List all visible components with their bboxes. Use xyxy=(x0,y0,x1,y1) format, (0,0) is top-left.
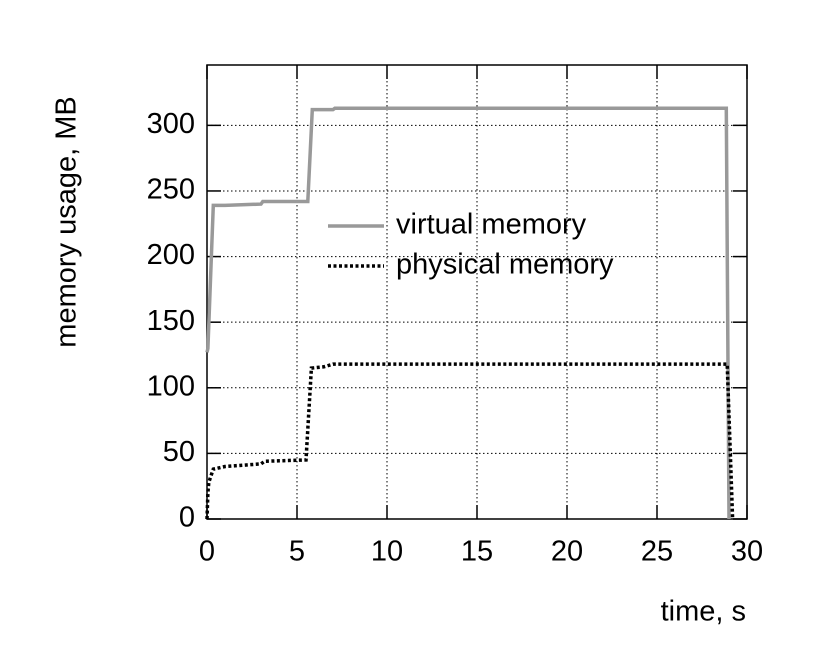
y-tick-label: 200 xyxy=(147,239,195,271)
data-line xyxy=(205,362,735,520)
x-tick-label: 5 xyxy=(289,536,305,568)
y-tick-label: 0 xyxy=(179,502,195,534)
x-tick-label: 0 xyxy=(199,536,215,568)
data-line xyxy=(205,106,731,520)
legend-label: virtual memory xyxy=(396,209,587,241)
y-axis-label: memory usage, MB xyxy=(51,96,83,347)
y-tick-label: 300 xyxy=(147,108,195,140)
legend-label: physical memory xyxy=(396,249,614,281)
x-axis-label: time, s xyxy=(661,596,746,628)
x-tick-label: 10 xyxy=(371,536,403,568)
y-tick-label: 150 xyxy=(147,305,195,337)
y-tick-label: 50 xyxy=(163,436,195,468)
x-tick-label: 30 xyxy=(731,536,763,568)
x-tick-label: 20 xyxy=(551,536,583,568)
x-tick-label: 25 xyxy=(641,536,673,568)
y-tick-label: 100 xyxy=(147,370,195,402)
x-tick-label: 15 xyxy=(461,536,493,568)
y-tick-label: 250 xyxy=(147,174,195,206)
